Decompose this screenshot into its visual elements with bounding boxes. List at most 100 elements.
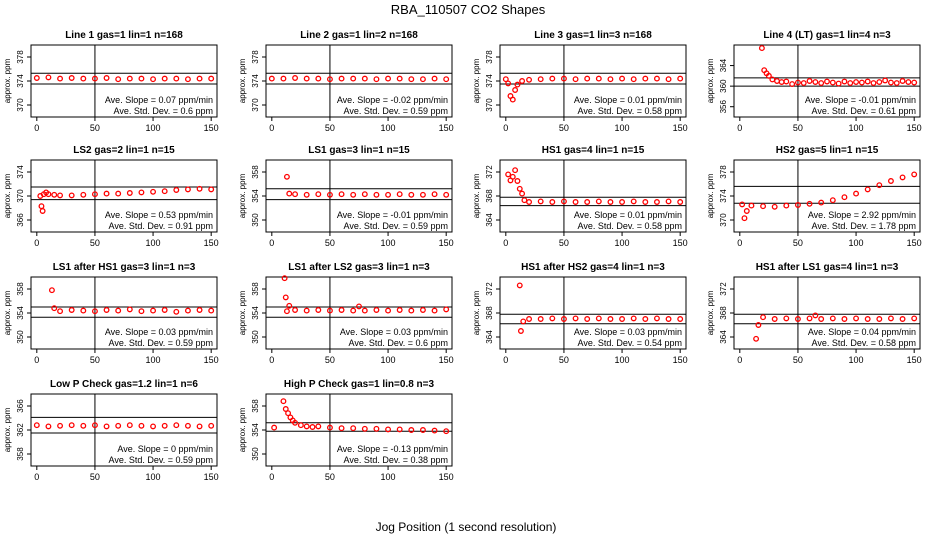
data-point [326, 76, 333, 83]
data-point [653, 315, 660, 322]
data-point [911, 79, 918, 86]
x-tick-label: 100 [381, 472, 396, 482]
slope-annotation: Ave. Slope = 0 ppm/min [117, 444, 213, 454]
y-axis-label: approx. ppm [472, 173, 481, 218]
slope-annotation: Ave. Slope = -0.01 ppm/min [805, 95, 916, 105]
chart-panel-5: LS2 gas=2 lin=1 n=15 0 50 100 150 366 370 374 ap… [3, 145, 219, 248]
data-point [549, 315, 556, 322]
x-tick-label: 150 [907, 123, 922, 133]
chart-panel-13: Low P Check gas=1.2 lin=1 n=6 0 50 100 150 35… [3, 379, 219, 482]
data-point [408, 191, 415, 198]
chart-panel-10: LS1 after LS2 gas=3 lin=1 n=3 0 50 100 150 35… [238, 262, 454, 365]
data-point [91, 191, 98, 198]
data-point [841, 194, 848, 201]
data-point [419, 76, 426, 83]
data-point [161, 307, 168, 313]
data-point [771, 316, 778, 322]
data-point [196, 185, 203, 192]
y-tick-label: 358 [16, 282, 25, 296]
data-point [361, 307, 368, 314]
data-point [502, 76, 509, 83]
data-point [282, 294, 289, 301]
data-point [899, 316, 906, 322]
data-point [864, 186, 871, 193]
data-point [161, 422, 168, 429]
y-tick-label: 370 [719, 213, 728, 227]
data-point [115, 76, 122, 83]
y-tick-label: 358 [16, 447, 25, 461]
x-tick-label: 0 [503, 123, 508, 133]
y-tick-label: 364 [719, 58, 728, 72]
y-tick-label: 356 [719, 99, 728, 113]
data-point [794, 202, 801, 208]
y-tick-label: 366 [16, 399, 25, 413]
data-point [292, 75, 299, 81]
data-point [853, 315, 860, 322]
data-point [911, 171, 918, 178]
slope-annotation: Ave. Slope = 0.07 ppm/min [105, 95, 213, 105]
data-point [103, 307, 110, 313]
data-point [115, 190, 122, 197]
data-point [68, 307, 75, 313]
y-axis-label: approx. ppm [3, 173, 12, 218]
data-point [760, 203, 767, 210]
y-tick-label: 372 [485, 165, 494, 179]
data-point [45, 74, 52, 81]
data-point [208, 422, 215, 429]
x-tick-label: 50 [325, 238, 335, 248]
y-tick-label: 358 [251, 282, 260, 296]
y-axis-label: approx. ppm [706, 173, 715, 218]
y-tick-label: 374 [485, 74, 494, 88]
x-tick-label: 150 [204, 123, 219, 133]
x-tick-label: 150 [439, 238, 454, 248]
y-tick-label: 364 [719, 330, 728, 344]
x-tick-label: 150 [673, 355, 688, 365]
data-point [161, 188, 168, 195]
sd-annotation: Ave. Std. Dev. = 0.6 ppm [349, 338, 448, 348]
y-tick-label: 354 [251, 189, 260, 203]
x-tick-label: 150 [439, 472, 454, 482]
x-tick-label: 50 [793, 355, 803, 365]
slope-annotation: Ave. Slope = -0.13 ppm/min [337, 444, 448, 454]
data-point [783, 315, 790, 322]
data-point [818, 199, 825, 206]
data-point [283, 308, 290, 315]
data-point [653, 199, 660, 205]
data-point [876, 316, 883, 322]
data-point [520, 318, 527, 325]
data-point [560, 316, 567, 322]
data-point [443, 428, 450, 435]
data-point [184, 422, 191, 429]
data-point [338, 307, 345, 313]
data-point [864, 78, 871, 85]
data-point [373, 191, 380, 198]
data-point [847, 80, 854, 87]
data-point [549, 199, 556, 205]
data-point [315, 75, 322, 82]
data-point [800, 80, 807, 87]
data-point [103, 423, 110, 430]
sd-annotation: Ave. Std. Dev. = 0.58 ppm [812, 338, 916, 348]
data-point [806, 315, 813, 322]
data-point [774, 78, 780, 84]
data-point [150, 423, 157, 430]
data-point [853, 79, 860, 85]
data-point [443, 76, 450, 83]
panel-title: HS1 gas=4 lin=1 n=15 [542, 145, 645, 156]
x-tick-label: 0 [34, 355, 39, 365]
y-tick-label: 350 [251, 447, 260, 461]
chart-panel-9: LS1 after HS1 gas=3 lin=1 n=3 0 50 100 150 35… [3, 262, 219, 365]
x-tick-label: 50 [793, 238, 803, 248]
y-tick-label: 378 [251, 50, 260, 64]
x-tick-label: 50 [325, 355, 335, 365]
y-axis-label: approx. ppm [238, 58, 247, 103]
x-tick-label: 50 [793, 123, 803, 133]
x-tick-label: 50 [90, 238, 100, 248]
data-point [115, 307, 122, 314]
data-point [419, 191, 426, 198]
y-tick-label: 374 [16, 165, 25, 179]
data-point [138, 308, 145, 315]
data-point [899, 174, 906, 181]
x-tick-label: 150 [204, 472, 219, 482]
